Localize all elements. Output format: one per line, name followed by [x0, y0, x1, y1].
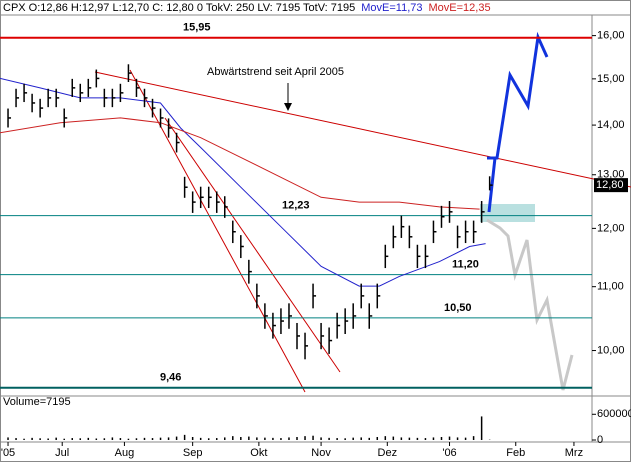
volume-label: Volume=7195	[3, 396, 71, 408]
level-label: 9,46	[160, 372, 181, 384]
channel-line	[129, 69, 306, 393]
y-tick-label: 16,00	[597, 30, 625, 42]
x-tick-label: Feb	[506, 447, 525, 459]
level-label: 11,20	[452, 259, 479, 271]
legend-entry: MovE=11,73	[361, 2, 422, 14]
price-marker	[594, 178, 628, 193]
x-tick-label: Jul	[55, 447, 69, 459]
y-tick-label: 12,00	[597, 222, 625, 234]
y-tick-label: 15,00	[597, 73, 625, 85]
target-zone	[480, 204, 535, 222]
x-tick-label: Dez	[378, 447, 398, 459]
moving-average	[0, 77, 486, 287]
legend-entry: MovE=12,35	[429, 2, 491, 14]
price-marker-label: 12,80	[596, 179, 624, 191]
quote: CPX O:12,86 H:12,97 L:12,70 C: 12,80 0 T…	[3, 2, 355, 14]
x-tick-label: Sep	[183, 447, 203, 459]
bear-scenario	[486, 218, 574, 391]
y-tick-label: 13,00	[597, 169, 625, 181]
level-label: 12,23	[282, 200, 310, 212]
y-tick-label: 14,00	[597, 119, 625, 131]
x-tick-label: Mrz	[565, 447, 583, 459]
y-tick-label: 10,00	[597, 344, 625, 356]
channel-line	[164, 117, 341, 373]
annotation: Abwärtstrend seit April 2005	[207, 66, 344, 78]
level-label: 15,95	[183, 22, 211, 34]
x-tick-label: Nov	[311, 447, 331, 459]
moving-average	[0, 117, 480, 210]
x-tick-label: Okt	[250, 447, 267, 459]
x-tick-label: '05	[1, 447, 15, 459]
downtrend-line	[94, 71, 631, 188]
volume-tick-label: 0	[597, 434, 603, 446]
y-tick-label: 11,00	[597, 281, 624, 293]
level-label: 10,50	[444, 302, 472, 314]
x-tick-label: '06	[442, 447, 456, 459]
x-tick-label: Aug	[115, 447, 135, 459]
arrow-head	[284, 103, 292, 111]
volume-tick-label: 600000	[597, 408, 631, 420]
